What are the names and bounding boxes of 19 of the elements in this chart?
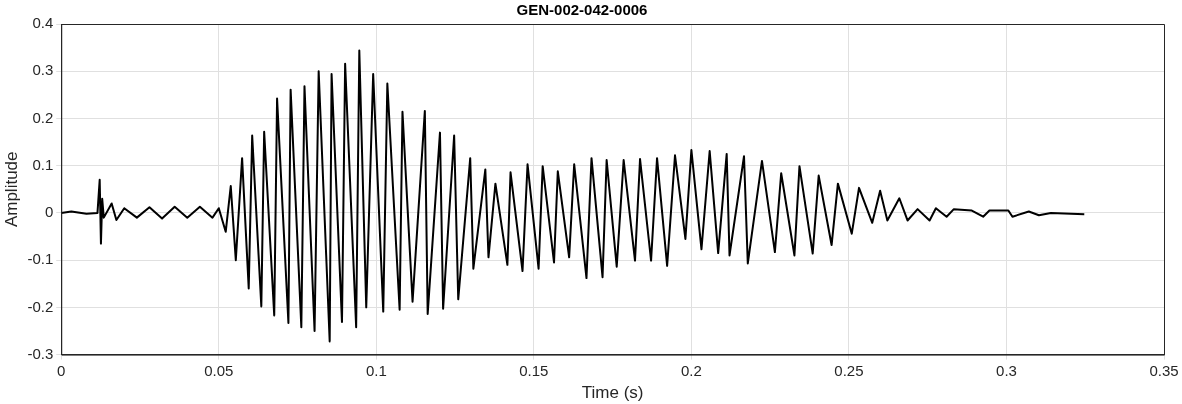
y-tick-label: -0.3 xyxy=(27,344,54,362)
x-tick-label: 0.15 xyxy=(519,361,549,379)
y-tick-label: 0.1 xyxy=(32,155,54,173)
x-tick-label: 0.3 xyxy=(996,361,1017,379)
y-tick-label: 0 xyxy=(44,203,54,221)
y-tick-label: 0.2 xyxy=(32,108,54,126)
x-tick-label: 0.05 xyxy=(204,361,234,379)
y-axis-title: Amplitude xyxy=(1,151,21,228)
x-tick-label: 0.35 xyxy=(1149,361,1179,379)
x-tick-label: 0.25 xyxy=(834,361,864,379)
x-axis-title: Time (s) xyxy=(581,383,644,403)
y-tick-label: -0.2 xyxy=(27,297,54,315)
y-tick-label: 0.3 xyxy=(32,61,54,79)
y-tick-label: -0.1 xyxy=(27,250,54,268)
x-tick-label: 0 xyxy=(57,361,66,379)
y-tick-label: 0.4 xyxy=(32,14,54,32)
x-tick-label: 0.2 xyxy=(680,361,702,379)
x-tick-label: 0.1 xyxy=(365,361,387,379)
chart-title: GEN-002-042-0006 xyxy=(516,1,648,19)
